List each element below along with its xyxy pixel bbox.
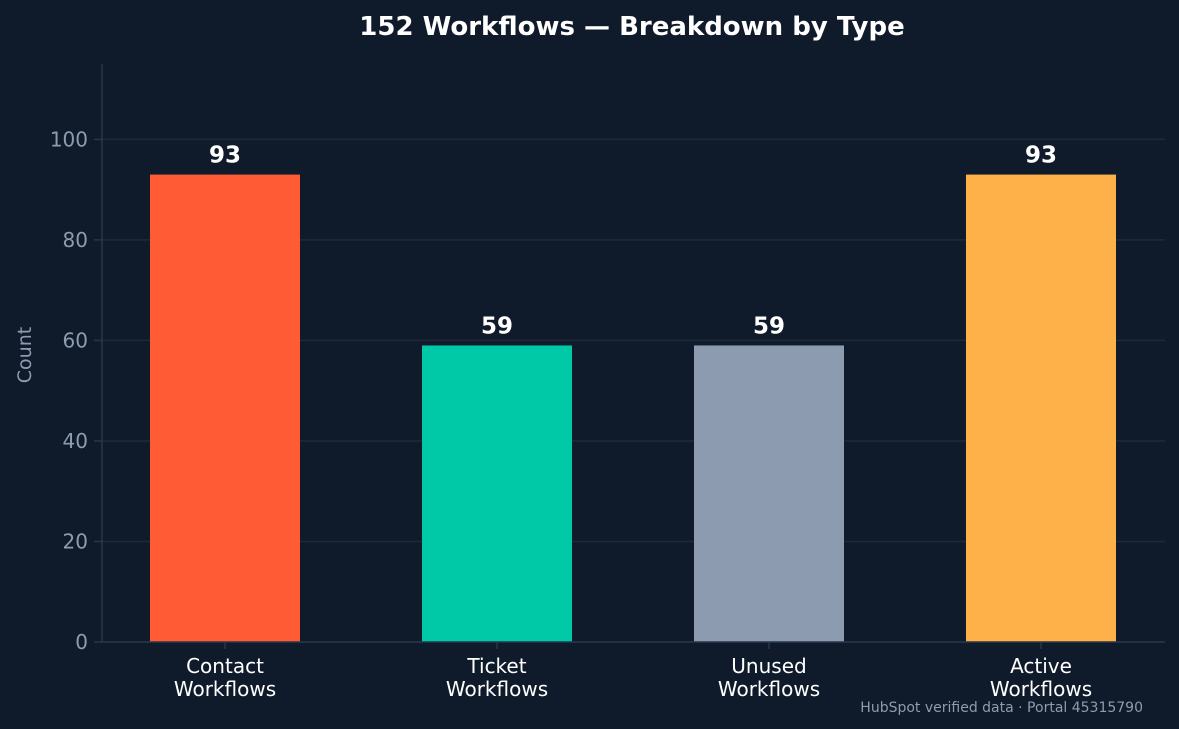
x-tick-label-line: Contact — [186, 654, 264, 678]
x-tick-label: Contact Workflows — [174, 654, 276, 701]
x-tick-label-line: Unused — [731, 654, 806, 678]
bar — [422, 345, 572, 642]
x-tick-label: Unused Workflows — [718, 654, 820, 701]
x-tick-label-line: Ticket — [466, 654, 526, 678]
bars — [150, 174, 1116, 642]
bar — [150, 174, 300, 642]
x-tick-label: Ticket Workflows — [446, 654, 548, 701]
axes — [94, 64, 1165, 649]
x-tick-label: Active Workflows — [990, 654, 1092, 701]
y-tick-label: 20 — [63, 529, 88, 553]
bar-value-label: 93 — [1025, 143, 1057, 169]
footnote: HubSpot verified data · Portal 45315790 — [860, 700, 1143, 716]
bar — [966, 174, 1116, 642]
bar-value-label: 59 — [753, 313, 785, 339]
bar-value-label: 93 — [209, 143, 241, 169]
y-tick-label: 40 — [63, 429, 88, 453]
x-tick-label-line: Workflows — [990, 677, 1092, 701]
y-tick-label: 80 — [63, 228, 88, 252]
x-tick-label-line: Workflows — [446, 677, 548, 701]
y-tick-label: 100 — [50, 127, 88, 151]
x-tick-label-line: Workflows — [718, 677, 820, 701]
y-tick-label: 60 — [63, 328, 88, 352]
x-tick-label-line: Active — [1010, 654, 1072, 678]
chart-title: 152 Workflows — Breakdown by Type — [359, 12, 904, 42]
bar-value-label: 59 — [481, 313, 513, 339]
bar — [694, 345, 844, 642]
y-tick-label: 0 — [75, 630, 88, 654]
x-tick-label-line: Workflows — [174, 677, 276, 701]
y-axis-label: Count — [14, 327, 36, 383]
